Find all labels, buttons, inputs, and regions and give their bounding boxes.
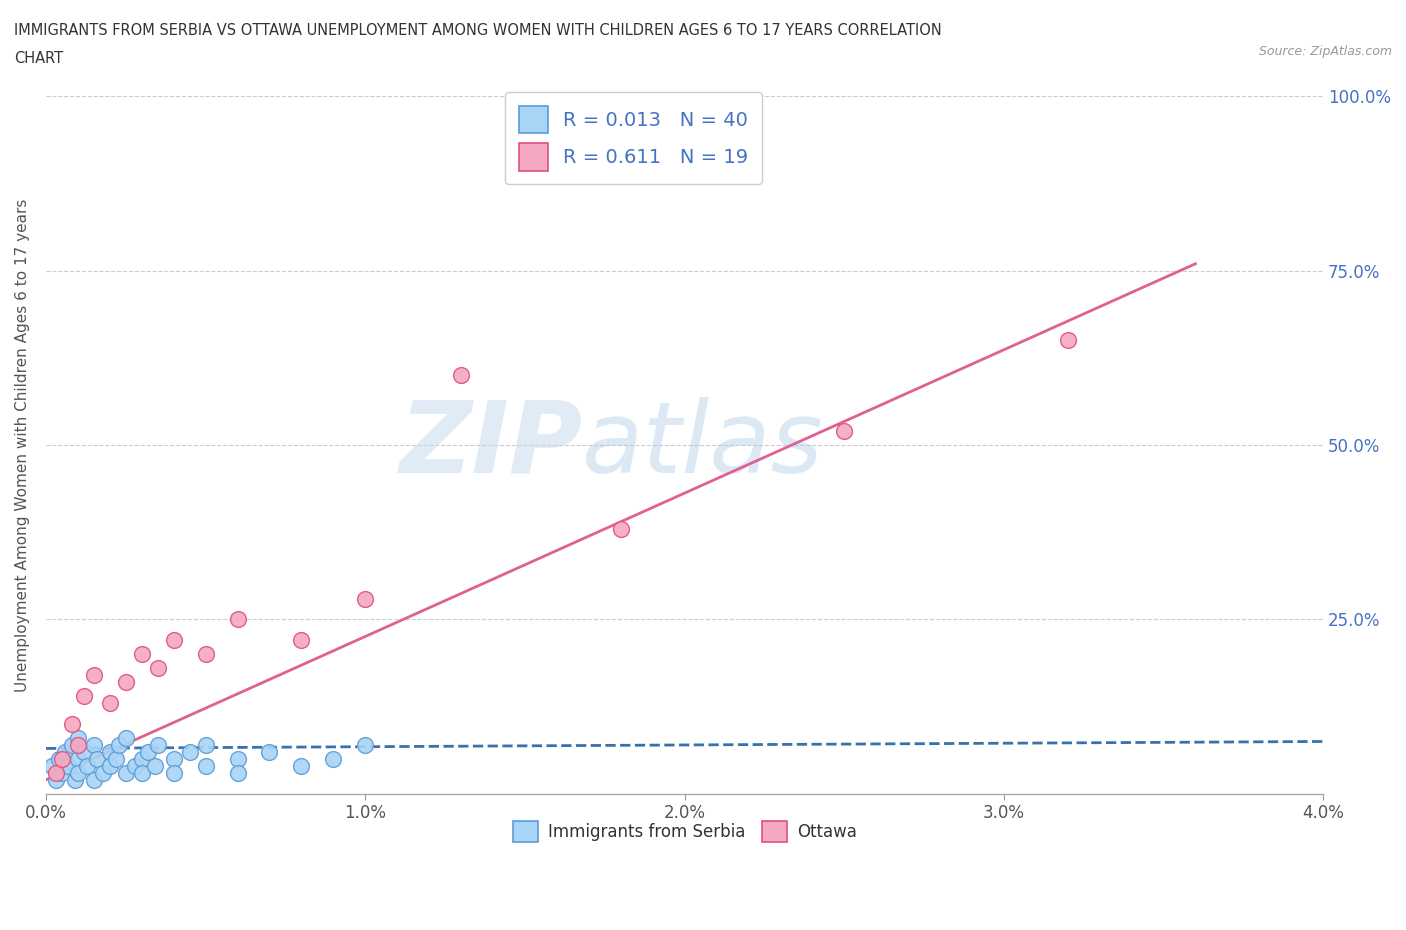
Point <box>108 737 131 752</box>
Point <box>51 765 73 780</box>
Point <box>290 633 312 648</box>
Point <box>98 745 121 760</box>
Point <box>194 647 217 662</box>
Point <box>163 751 186 766</box>
Point <box>63 773 86 788</box>
Point <box>93 765 115 780</box>
Point <box>136 745 159 760</box>
Point <box>131 751 153 766</box>
Point <box>41 759 63 774</box>
Point <box>226 751 249 766</box>
Point <box>98 696 121 711</box>
Point <box>66 751 89 766</box>
Point <box>83 737 105 752</box>
Point <box>66 765 89 780</box>
Point <box>354 591 377 606</box>
Point <box>51 751 73 766</box>
Point <box>73 745 96 760</box>
Legend: Immigrants from Serbia, Ottawa: Immigrants from Serbia, Ottawa <box>506 815 863 848</box>
Text: ZIP: ZIP <box>399 396 582 494</box>
Point <box>259 745 281 760</box>
Point <box>86 751 108 766</box>
Point <box>60 717 83 732</box>
Point <box>83 668 105 683</box>
Point <box>163 633 186 648</box>
Y-axis label: Unemployment Among Women with Children Ages 6 to 17 years: Unemployment Among Women with Children A… <box>15 198 30 692</box>
Point <box>131 647 153 662</box>
Point <box>105 751 128 766</box>
Text: Source: ZipAtlas.com: Source: ZipAtlas.com <box>1258 45 1392 58</box>
Point <box>609 522 631 537</box>
Point <box>60 737 83 752</box>
Point <box>58 759 80 774</box>
Point <box>450 368 472 383</box>
Point <box>45 773 67 788</box>
Point <box>114 731 136 746</box>
Point <box>146 661 169 676</box>
Point <box>226 765 249 780</box>
Point <box>66 737 89 752</box>
Point <box>354 737 377 752</box>
Point <box>194 759 217 774</box>
Point <box>124 759 146 774</box>
Point <box>45 765 67 780</box>
Point <box>226 612 249 627</box>
Point <box>73 689 96 704</box>
Text: atlas: atlas <box>582 396 824 494</box>
Point <box>98 759 121 774</box>
Point <box>114 765 136 780</box>
Point <box>53 745 76 760</box>
Point <box>131 765 153 780</box>
Point <box>143 759 166 774</box>
Text: IMMIGRANTS FROM SERBIA VS OTTAWA UNEMPLOYMENT AMONG WOMEN WITH CHILDREN AGES 6 T: IMMIGRANTS FROM SERBIA VS OTTAWA UNEMPLO… <box>14 23 942 38</box>
Point <box>76 759 98 774</box>
Point <box>322 751 344 766</box>
Point <box>832 424 855 439</box>
Point <box>1056 333 1078 348</box>
Point <box>66 731 89 746</box>
Point <box>163 765 186 780</box>
Point <box>48 751 70 766</box>
Point <box>194 737 217 752</box>
Point <box>179 745 201 760</box>
Text: CHART: CHART <box>14 51 63 66</box>
Point <box>114 675 136 690</box>
Point <box>146 737 169 752</box>
Point <box>290 759 312 774</box>
Point <box>83 773 105 788</box>
